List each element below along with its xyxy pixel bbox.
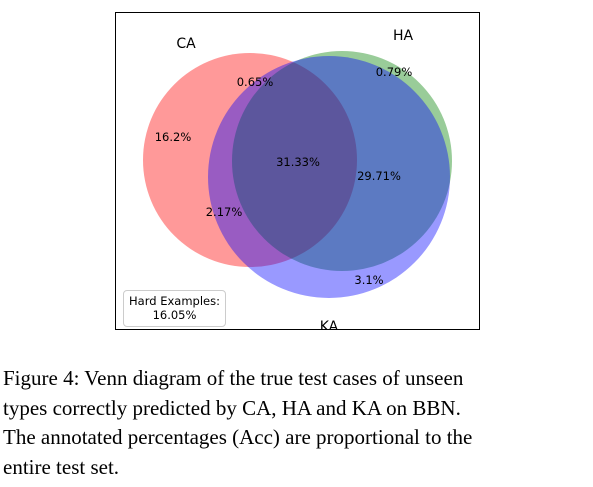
figure-caption: Figure 4: Venn diagram of the true test … [3, 364, 591, 482]
ha-circle [232, 51, 452, 271]
ha-set-label: HA [393, 28, 414, 44]
caption-line: entire test set. [3, 454, 120, 479]
region-ca-ka: 2.17% [206, 205, 243, 219]
venn-diagram: CA HA KA 16.2% 0.65% 0.79% 31.33% 29.71%… [143, 28, 452, 330]
region-ka-only: 3.1% [354, 273, 383, 287]
caption-line: types correctly predicted by CA, HA and … [3, 395, 461, 420]
region-ca-ha: 0.65% [237, 75, 274, 89]
region-ha-only: 0.79% [376, 65, 413, 79]
region-ha-ka: 29.71% [357, 169, 401, 183]
hard-examples-value: 16.05% [152, 308, 197, 322]
ca-set-label: CA [176, 36, 196, 52]
ka-set-label: KA [320, 319, 339, 330]
caption-line: The annotated percentages (Acc) are prop… [3, 425, 473, 449]
hard-examples-box: Hard Examples: 16.05% [123, 290, 226, 327]
ca-circle [143, 53, 357, 267]
venn-figure: CA HA KA 16.2% 0.65% 0.79% 31.33% 29.71%… [115, 12, 480, 330]
ka-circle [208, 56, 450, 298]
caption-line: Figure 4: Venn diagram of the true test … [3, 366, 464, 390]
region-ca-only: 16.2% [155, 130, 192, 144]
hard-examples-label: Hard Examples: [129, 294, 220, 308]
region-ca-ha-ka: 31.33% [276, 155, 320, 169]
